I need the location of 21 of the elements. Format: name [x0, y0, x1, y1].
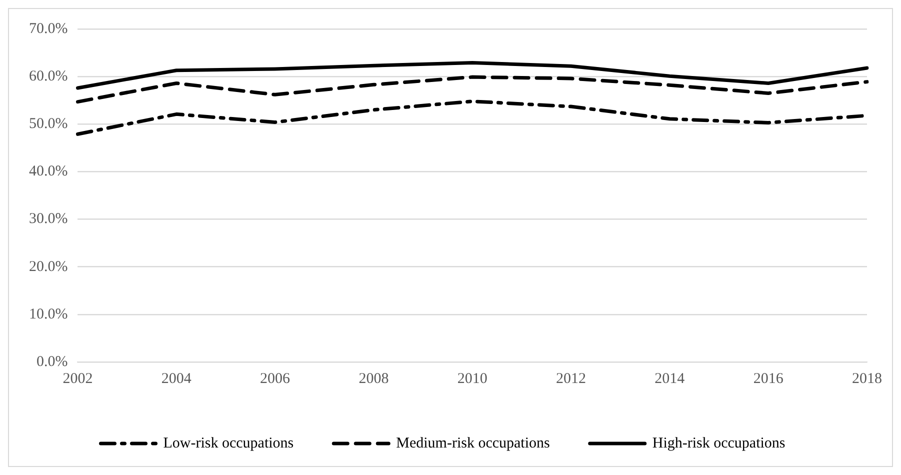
x-tick-label: 2012 — [556, 370, 586, 387]
x-tick-label: 2006 — [260, 370, 291, 387]
line-series — [76, 75, 869, 104]
y-tick-label: 40.0% — [28, 164, 68, 180]
y-tick-label: 20.0% — [28, 258, 68, 275]
y-tick-label: 30.0% — [28, 211, 68, 228]
x-tick-label: 2018 — [852, 370, 882, 387]
x-tick-label: 2010 — [457, 370, 488, 387]
x-tick-label: 2002 — [62, 370, 93, 387]
x-tick-label: 2014 — [654, 370, 686, 387]
y-tick-label: 70.0% — [28, 20, 68, 37]
y-tick-label: 50.0% — [28, 116, 68, 132]
y-tick-label: 10.0% — [28, 306, 68, 322]
y-tick-label: 0.0% — [36, 354, 68, 370]
x-tick-label: 2004 — [161, 370, 192, 387]
legend-label: Medium-risk occupations — [396, 435, 550, 452]
y-tick-label: 60.0% — [28, 68, 68, 85]
x-tick-label: 2008 — [358, 370, 389, 387]
x-tick-label: 2016 — [753, 370, 784, 387]
legend-label: Low-risk occupations — [163, 435, 294, 452]
legend-label: High-risk occupations — [652, 435, 786, 452]
